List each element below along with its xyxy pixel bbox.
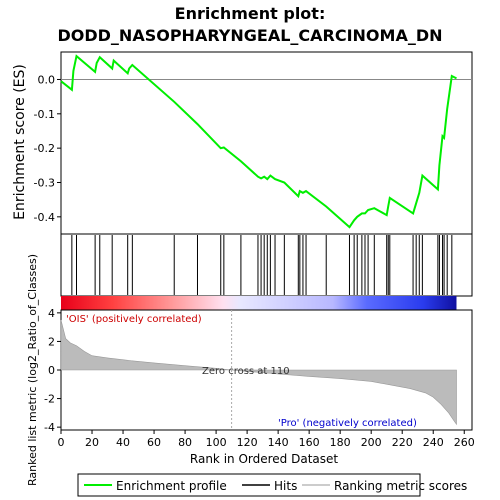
es-tick-label: -0.1	[34, 108, 55, 121]
x-axis-label: Rank in Ordered Dataset	[190, 452, 338, 466]
es-tick-label: 0.0	[38, 73, 56, 86]
x-tick-label: 40	[116, 436, 130, 449]
es-y-axis-label: Enrichment score (ES)	[12, 64, 28, 220]
metric-tick-label: 0	[48, 364, 55, 377]
metric-layer: 4 2 0 -2 -4	[44, 307, 457, 434]
x-tick-label: 180	[330, 436, 351, 449]
metric-tick-label: -4	[44, 421, 55, 434]
ranking-metric-area	[60, 319, 457, 426]
metric-tick-label: 2	[48, 335, 55, 348]
es-layer: 0.0 -0.1 -0.2 -0.3 -0.4	[34, 54, 472, 229]
hits-layer	[71, 235, 453, 295]
positive-label: 'OIS' (positively correlated)	[66, 314, 202, 325]
x-tick-label: 0	[58, 436, 65, 449]
x-tick-label: 200	[361, 436, 382, 449]
correlation-color-band	[61, 296, 457, 310]
x-tick-label: 160	[299, 436, 320, 449]
es-tick-label: -0.4	[34, 211, 55, 224]
x-tick-label: 60	[147, 436, 161, 449]
legend-hits-label: Hits	[274, 479, 297, 493]
x-tick-label: 20	[85, 436, 99, 449]
zero-cross-label: Zero cross at 110	[202, 366, 290, 377]
band-rect	[61, 296, 457, 310]
chart-title-line1: Enrichment plot:	[175, 4, 326, 23]
x-tick-label: 260	[454, 436, 475, 449]
x-tick-label: 100	[206, 436, 227, 449]
legend-metric-label: Ranking metric scores	[334, 479, 467, 493]
metric-y-axis-label: Ranked list metric (log2_Ratio_of_Classe…	[26, 254, 39, 486]
negative-label: 'Pro' (negatively correlated)	[278, 418, 417, 429]
x-tick-label: 120	[237, 436, 258, 449]
x-tick-label: 220	[392, 436, 413, 449]
es-tick-label: -0.2	[34, 142, 55, 155]
x-tick-label: 80	[178, 436, 192, 449]
x-tick-label: 140	[268, 436, 289, 449]
metric-tick-label: -2	[44, 393, 55, 406]
enrichment-profile-line	[60, 54, 457, 229]
chart-title-line2: DODD_NASOPHARYNGEAL_CARCINOMA_DN	[57, 26, 442, 45]
legend-enrichment-label: Enrichment profile	[116, 479, 227, 493]
metric-tick-label: 4	[48, 307, 55, 320]
x-tick-label: 240	[423, 436, 444, 449]
es-tick-label: -0.3	[34, 176, 55, 189]
x-axis: 0 20 40 60 80 100 120 140 160 180 200 220 240 260	[58, 430, 475, 449]
es-panel	[60, 51, 473, 235]
hits-panel	[60, 233, 473, 297]
